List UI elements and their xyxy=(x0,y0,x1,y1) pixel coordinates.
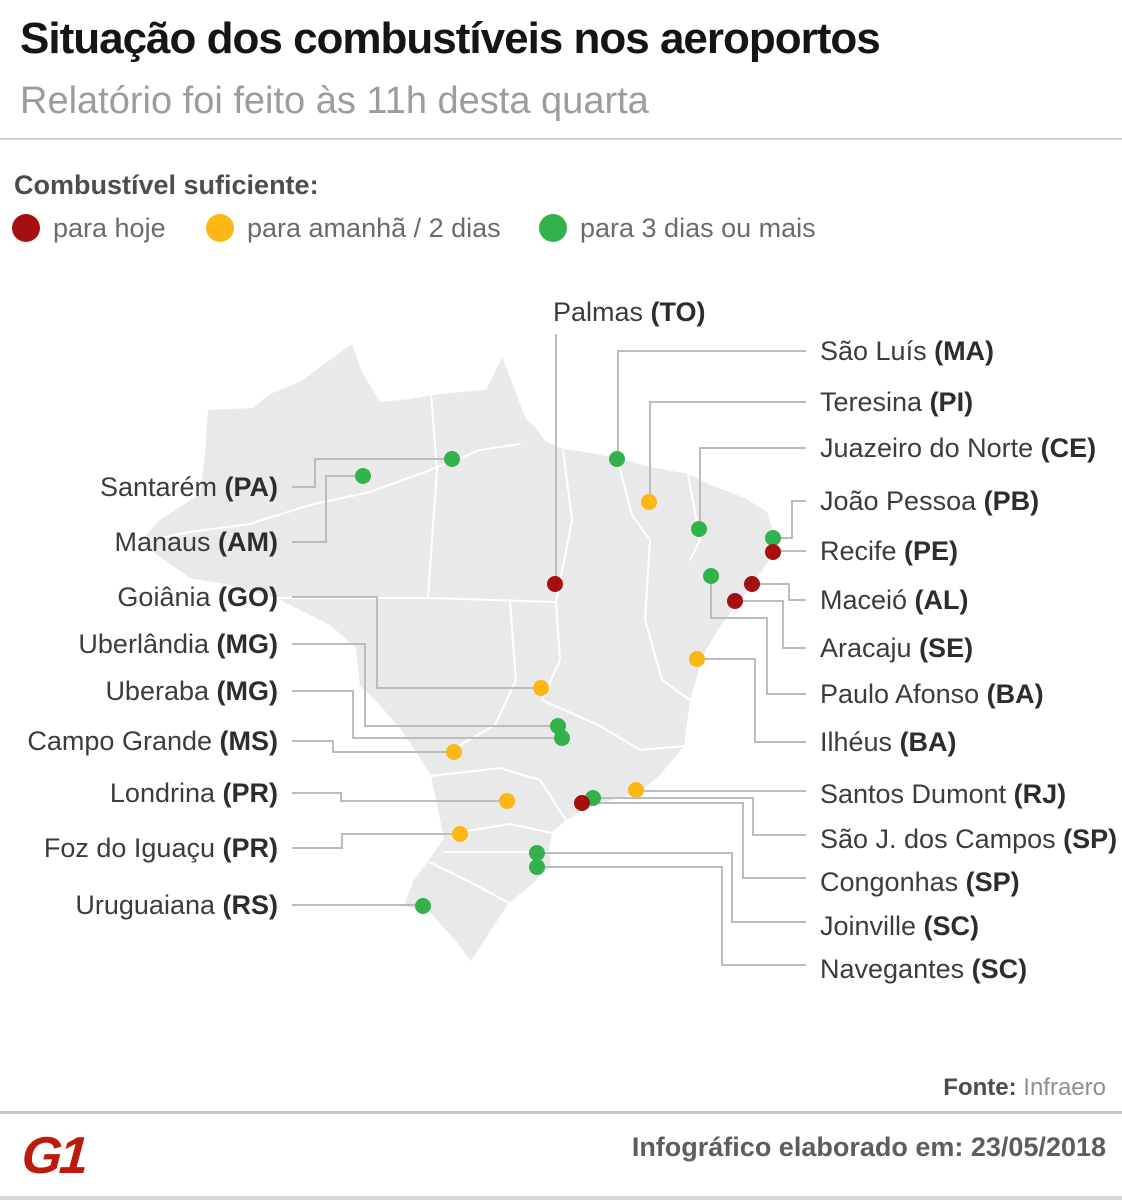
leader-line xyxy=(697,658,806,743)
page-title: Situação dos combustíveis nos aeroportos xyxy=(20,14,881,63)
airport-dot xyxy=(529,845,545,861)
airport-dot xyxy=(765,530,781,546)
airport-dot xyxy=(355,468,371,484)
airport-dot xyxy=(641,494,657,510)
airport-label: Aracaju (SE) xyxy=(820,633,974,663)
airport-dot xyxy=(554,730,570,746)
source-label: Fonte: xyxy=(943,1074,1017,1101)
leader-line xyxy=(752,583,806,601)
airport-dot xyxy=(574,795,590,811)
leader-line xyxy=(593,797,806,836)
airport-dot xyxy=(446,744,462,760)
leader-line xyxy=(735,600,806,649)
leader-lines xyxy=(292,334,806,966)
airport-dot xyxy=(744,576,760,592)
credit-line: Infográfico elaborado em: 23/05/2018 xyxy=(631,1132,1106,1162)
airport-label: Campo Grande (MS) xyxy=(27,726,278,756)
leader-line xyxy=(699,447,806,529)
airport-label: Paulo Afonso (BA) xyxy=(820,679,1044,709)
airport-label: Santos Dumont (RJ) xyxy=(820,779,1067,809)
leader-line xyxy=(292,690,562,739)
leader-line xyxy=(582,802,806,879)
leader-line xyxy=(292,596,541,689)
leader-line xyxy=(292,458,452,488)
header-divider xyxy=(0,138,1122,140)
leader-line xyxy=(710,576,806,695)
leader-line xyxy=(617,350,806,459)
legend-label: para amanhã / 2 dias xyxy=(247,212,501,243)
airport-dot xyxy=(689,651,705,667)
leader-line xyxy=(292,643,558,727)
airport-label: São J. dos Campos (SP) xyxy=(820,824,1118,854)
source-line: Fonte: Infraero xyxy=(943,1074,1106,1102)
g1-logo: G1 xyxy=(19,1127,88,1185)
airport-label: Maceió (AL) xyxy=(820,585,969,615)
airport-label: Goiânia (GO) xyxy=(117,582,278,612)
airport-dot xyxy=(499,793,515,809)
leader-line xyxy=(292,475,363,543)
legend-item-today: para hoje xyxy=(12,213,166,243)
leader-line xyxy=(292,792,507,802)
airport-dots xyxy=(355,451,781,914)
airport-label: Joinville (SC) xyxy=(820,911,980,941)
airport-label: Navegantes (SC) xyxy=(820,954,1028,984)
airport-label: Juazeiro do Norte (CE) xyxy=(820,433,1097,463)
green-dot-icon xyxy=(539,214,567,242)
airport-dot xyxy=(529,859,545,875)
leader-line xyxy=(292,740,454,753)
legend-item-two-days: para amanhã / 2 dias xyxy=(206,213,501,243)
page-subtitle: Relatório foi feito às 11h desta quarta xyxy=(20,80,649,122)
airport-dot xyxy=(703,568,719,584)
airport-label: Recife (PE) xyxy=(820,536,959,566)
source-name: Infraero xyxy=(1023,1074,1106,1101)
legend-item-three-days: para 3 dias ou mais xyxy=(539,213,816,243)
airport-dot xyxy=(691,521,707,537)
airport-dot xyxy=(765,544,781,560)
legend-label: para hoje xyxy=(53,212,166,243)
leader-line xyxy=(773,500,806,539)
leader-line xyxy=(649,401,806,502)
leader-line xyxy=(537,852,806,923)
airport-label: Teresina (PI) xyxy=(820,387,974,417)
airport-label: Palmas (TO) xyxy=(553,297,706,327)
airport-label: Foz do Iguaçu (PR) xyxy=(43,833,278,863)
airport-label: Congonhas (SP) xyxy=(820,867,1020,897)
airport-label: Santarém (PA) xyxy=(99,472,278,502)
airport-label: Manaus (AM) xyxy=(114,527,278,557)
legend-label: para 3 dias ou mais xyxy=(580,212,816,243)
airport-label: Uberlândia (MG) xyxy=(78,629,278,659)
airport-label: Uberaba (MG) xyxy=(105,676,278,706)
legend-heading: Combustível suficiente: xyxy=(14,170,319,200)
airport-label: São Luís (MA) xyxy=(820,336,995,366)
airport-dot xyxy=(727,593,743,609)
airport-dot xyxy=(444,451,460,467)
airport-dot xyxy=(452,826,468,842)
airport-label: Londrina (PR) xyxy=(109,778,278,808)
yellow-dot-icon xyxy=(206,214,234,242)
bottom-edge xyxy=(0,1196,1122,1200)
airport-dot xyxy=(609,451,625,467)
leader-line xyxy=(537,866,806,966)
red-dot-icon xyxy=(12,214,40,242)
brazil-silhouette xyxy=(139,344,776,961)
airport-label: Uruguaiana (RS) xyxy=(75,890,278,920)
airport-dot xyxy=(415,898,431,914)
footer-divider xyxy=(0,1111,1122,1114)
airport-dot xyxy=(628,782,644,798)
airport-dot xyxy=(533,680,549,696)
airport-label: Ilhéus (BA) xyxy=(820,727,957,757)
airport-dot xyxy=(547,576,563,592)
leader-line xyxy=(292,833,460,849)
airport-label: João Pessoa (PB) xyxy=(820,486,1040,516)
